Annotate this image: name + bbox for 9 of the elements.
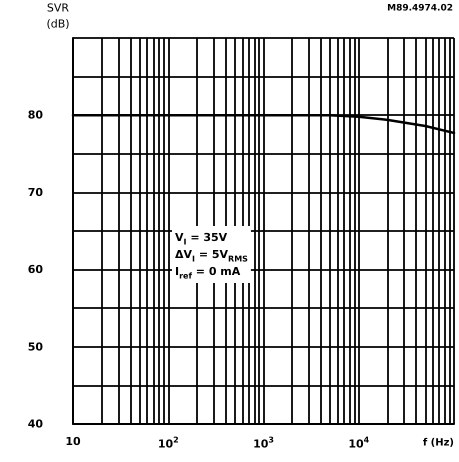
- text: M89.4974.02: [387, 4, 454, 14]
- y-tick-label: 70: [28, 186, 44, 199]
- y-axis-title: SVR (dB): [46, 2, 70, 30]
- x-axis-title: f (Hz): [422, 438, 454, 448]
- y-tick-label: 40: [28, 418, 44, 430]
- y-tick-label: 80: [28, 108, 44, 122]
- y-tick-label: 50: [28, 340, 44, 354]
- x-tick-label: 10: [65, 435, 81, 448]
- y-tick-label: 60: [28, 263, 44, 276]
